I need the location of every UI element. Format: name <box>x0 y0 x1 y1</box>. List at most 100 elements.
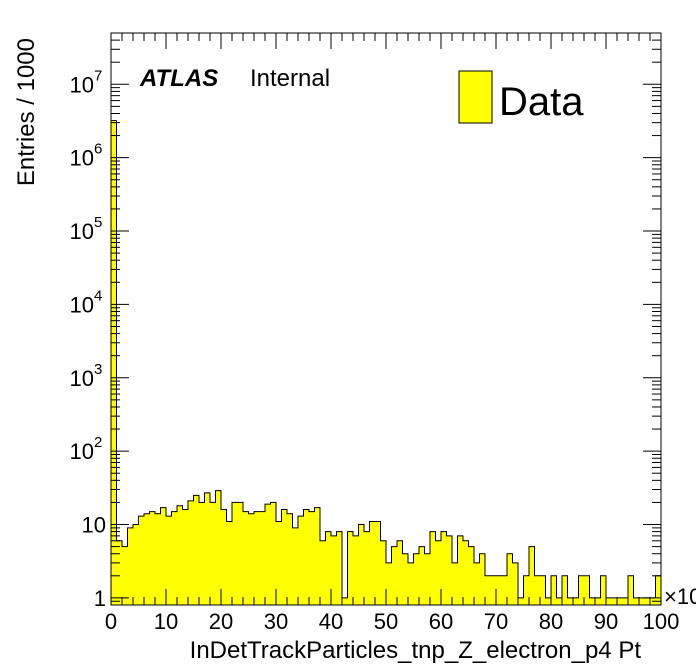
histogram-bar <box>155 513 161 605</box>
histogram-bar <box>182 509 188 605</box>
histogram-bar <box>364 531 370 605</box>
histogram-bar <box>419 546 425 605</box>
histogram-bar <box>534 575 540 605</box>
histogram-bar <box>166 516 172 605</box>
y-axis-title: Entries / 1000 <box>13 38 40 186</box>
histogram-bar <box>644 597 650 605</box>
histogram-bar <box>441 531 447 605</box>
histogram-bar <box>617 597 623 605</box>
y-tick-label: 10 <box>82 513 106 538</box>
histogram-bar <box>138 516 144 605</box>
histogram-outline <box>110 120 662 605</box>
histogram-bar <box>149 511 155 605</box>
histogram-bar <box>193 495 199 605</box>
y-tick-exponent: 5 <box>94 214 102 231</box>
y-tick-label: 10 <box>70 292 94 317</box>
histogram-bar <box>529 546 535 605</box>
histogram-bar <box>133 524 139 605</box>
histogram-bar <box>413 553 419 605</box>
histogram-bar <box>573 597 579 605</box>
histogram-bar <box>303 509 309 605</box>
histogram-bar <box>276 521 282 605</box>
histogram-bar <box>144 513 150 605</box>
histogram-bar <box>556 597 562 605</box>
histogram-bar <box>545 597 551 605</box>
histogram-bar <box>353 535 359 605</box>
histogram-bar <box>452 562 458 605</box>
histogram-bar <box>474 562 480 605</box>
x-tick-label: 30 <box>264 609 288 634</box>
histogram-bar <box>171 511 177 605</box>
histogram-bar <box>199 502 205 605</box>
histogram-bar <box>292 527 298 605</box>
histogram-bar <box>369 521 375 605</box>
x-axis-tick-labels: 0 10 20 30 40 50 60 70 80 90 100 <box>105 609 679 634</box>
histogram-bar <box>633 597 639 605</box>
histogram-bar <box>606 597 612 605</box>
histogram-bar <box>287 513 293 605</box>
x-tick-label: 50 <box>374 609 398 634</box>
histogram-bar <box>578 575 584 605</box>
histogram-bar <box>342 597 348 605</box>
y-tick-label: 10 <box>70 146 94 171</box>
histogram-bar <box>226 521 232 605</box>
x-axis-title: InDetTrackParticles_tnp_Z_electron_p4 Pt <box>190 637 642 664</box>
histogram-bar <box>518 597 524 605</box>
histogram-bar <box>386 562 392 605</box>
y-tick-label: 10 <box>70 219 94 244</box>
histogram-bar <box>457 535 463 605</box>
experiment-label: ATLAS <box>139 65 218 92</box>
y-tick-exponent: 7 <box>94 67 102 84</box>
legend-swatch <box>458 70 493 124</box>
histogram-bar <box>314 507 320 605</box>
histogram-bar <box>215 490 221 605</box>
histogram-bar <box>116 540 122 605</box>
histogram-bar <box>111 120 117 605</box>
histogram-bar <box>281 509 287 605</box>
y-tick-label: 10 <box>70 439 94 464</box>
histogram-bar <box>567 597 573 605</box>
histogram-bar <box>331 535 337 605</box>
histogram-bar <box>584 575 590 605</box>
histogram-bar <box>380 540 386 605</box>
histogram-bar <box>479 553 485 605</box>
histogram-bar <box>655 575 661 605</box>
histogram-bar <box>320 540 326 605</box>
histogram-bar <box>122 546 128 605</box>
histogram-bar <box>298 516 304 605</box>
histogram-bar <box>639 597 645 605</box>
histogram-bar <box>523 575 529 605</box>
legend-entry-data: Data <box>499 80 584 124</box>
y-tick-exponent: 4 <box>94 287 102 304</box>
histogram-bar <box>204 492 210 605</box>
histogram-bar <box>188 500 194 605</box>
histogram-bar <box>600 575 606 605</box>
histogram-bar <box>485 575 491 605</box>
histogram-bar <box>562 575 568 605</box>
histogram-bar <box>259 511 265 605</box>
experiment-sublabel: Internal <box>250 65 330 92</box>
histogram-bar <box>325 531 331 605</box>
histogram-bar <box>358 524 364 605</box>
x-tick-label: 10 <box>154 609 178 634</box>
histogram-bar <box>463 540 469 605</box>
x-tick-label: 60 <box>429 609 453 634</box>
x-tick-label: 100 <box>643 609 680 634</box>
histogram-bar <box>622 597 628 605</box>
x-multiplier-label: ×10 <box>664 584 696 609</box>
histogram-bar <box>501 575 507 605</box>
histogram-bar <box>375 521 381 605</box>
y-tick-label: 10 <box>70 72 94 97</box>
histogram-bar <box>347 531 353 605</box>
histogram-bar <box>611 597 617 605</box>
histogram-bar <box>430 531 436 605</box>
histogram-bar <box>265 504 271 605</box>
x-axis-ticks <box>110 33 662 605</box>
histogram-bar <box>512 562 518 605</box>
y-tick-exponent: 6 <box>94 141 102 158</box>
histogram-bar <box>402 553 408 605</box>
histogram-bar <box>160 507 166 605</box>
histogram-bar <box>254 511 260 605</box>
